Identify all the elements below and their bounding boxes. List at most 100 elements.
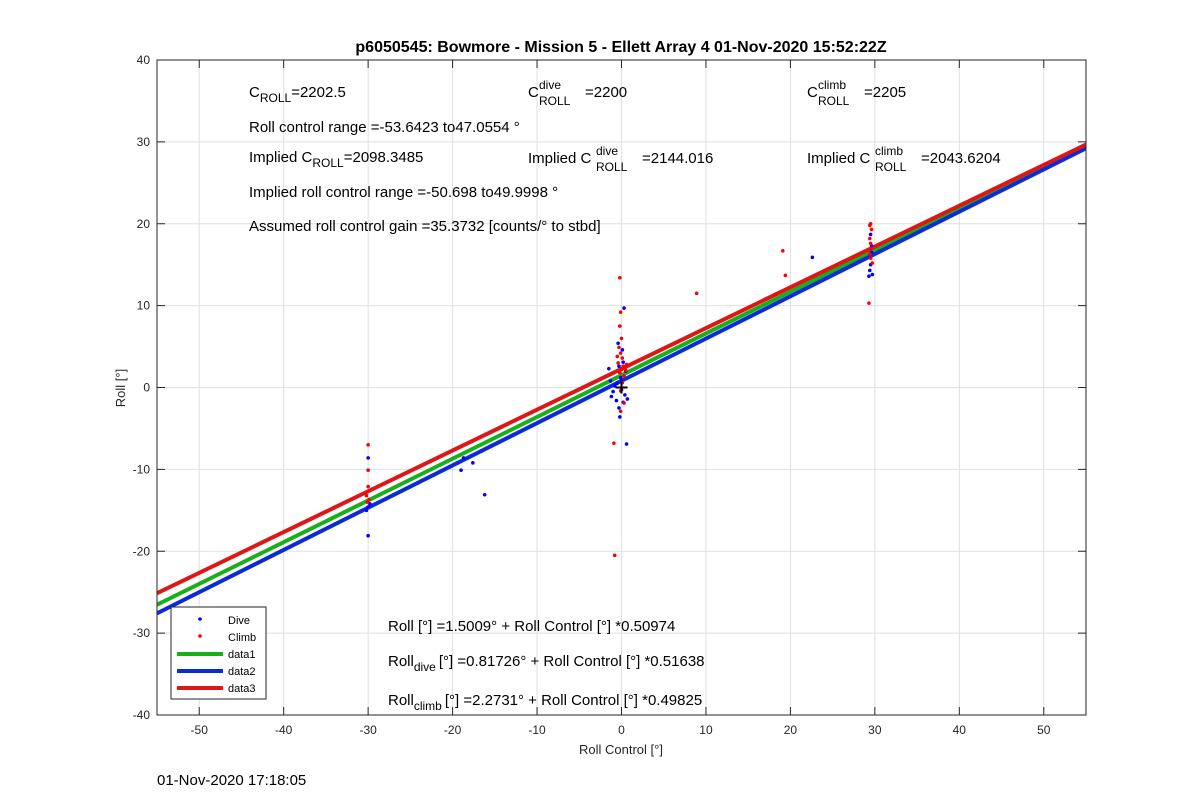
axis-ticks: -50 -40 -30 -20 -10 0 10 20 30 40 50 -40 -30 -20 -10 0 1… (133, 53, 1086, 737)
point-climb (618, 310, 623, 314)
point-dive (867, 274, 871, 278)
point-dive (609, 394, 614, 399)
y-tick-label: 40 (137, 53, 151, 67)
implied-c-roll: Implied CROLL=2098.3485 (249, 149, 423, 170)
point-climb (612, 553, 617, 558)
point-climb (868, 241, 873, 246)
c-roll-climb-value: =2205 (864, 84, 906, 101)
x-tick-label: 50 (1037, 723, 1051, 737)
point-dive (622, 306, 626, 310)
point-dive (618, 415, 622, 419)
x-tick-label: 30 (868, 723, 882, 737)
point-climb (781, 248, 785, 253)
point-climb (622, 401, 626, 405)
c-roll-annotation: CROLL=2202.5 (249, 84, 346, 105)
implied-c-roll-climb-sup: climb (875, 144, 903, 158)
point-climb (618, 324, 622, 328)
point-climb (774, 292, 778, 296)
point-dive (614, 398, 619, 403)
fit-line-data1 (157, 143, 1086, 607)
roll-control-range: Roll control range =-53.6423 to47.0554 ° (249, 119, 520, 136)
point-climb (612, 441, 616, 445)
implied-c-roll-dive-sub: ROLL (596, 160, 628, 174)
legend-marker-dive (198, 617, 202, 621)
point-dive (615, 381, 620, 386)
x-tick-label: 10 (699, 723, 713, 737)
y-tick-label: -20 (133, 544, 151, 558)
axes-box (156, 59, 1087, 716)
point-climb (618, 409, 623, 414)
point-dive (868, 232, 873, 237)
point-climb (365, 500, 370, 504)
point-dive (461, 456, 466, 460)
point-dive (616, 341, 620, 346)
legend: Dive Climb data1 data2 data3 (170, 606, 267, 700)
chart-title: p6050545: Bowmore - Mission 5 - Ellett A… (355, 39, 886, 56)
point-climb (366, 468, 370, 472)
point-climb (618, 351, 623, 355)
c-roll-climb-sup: climb (818, 78, 846, 92)
y-tick-label: 20 (137, 217, 151, 231)
point-climb (783, 273, 788, 278)
y-tick-label: 30 (137, 135, 151, 149)
y-tick-label: 10 (137, 299, 151, 313)
point-climb (868, 256, 873, 260)
point-climb (869, 227, 874, 232)
point-climb (620, 356, 625, 360)
point-dive (364, 508, 369, 513)
point-dive (366, 456, 370, 460)
point-climb (364, 493, 369, 498)
origin-marker (615, 381, 628, 394)
point-dive (617, 406, 621, 410)
c-roll-dive-annotation: C (528, 84, 539, 101)
point-climb (867, 301, 871, 305)
footer-timestamp: 01-Nov-2020 17:18:05 (157, 772, 307, 789)
x-tick-label: -10 (528, 723, 546, 737)
x-tick-label: -30 (359, 723, 377, 737)
point-climb (618, 275, 622, 280)
fit-equation-climb: Rollclimb [°] =2.2731° + Roll Control [°]… (388, 692, 702, 713)
roll-control-gain: Assumed roll control gain =35.3732 [coun… (249, 218, 601, 235)
point-dive (471, 461, 475, 465)
legend-label-dive: Dive (228, 615, 250, 627)
point-dive (366, 505, 370, 509)
point-climb (621, 364, 625, 369)
point-climb (870, 261, 875, 265)
x-tick-label: 40 (953, 723, 967, 737)
point-climb (619, 336, 624, 341)
implied-c-roll-dive-value: =2144.016 (642, 150, 713, 167)
implied-c-roll-climb: Implied C (807, 150, 871, 167)
x-tick-label: 20 (784, 723, 798, 737)
legend-label-data1: data1 (228, 649, 256, 661)
point-climb (869, 246, 874, 251)
x-tick-label: -50 (191, 723, 209, 737)
legend-label-climb: Climb (228, 632, 256, 644)
point-dive (366, 533, 370, 538)
point-climb (867, 236, 872, 241)
point-dive (870, 272, 875, 277)
legend-label-data2: data2 (228, 666, 256, 678)
x-tick-label: -20 (444, 723, 462, 737)
point-dive (621, 360, 625, 364)
implied-c-roll-climb-value: =2043.6204 (921, 150, 1001, 167)
point-climb (623, 368, 628, 373)
data-points (364, 221, 875, 558)
y-tick-label: -40 (133, 708, 151, 722)
legend-marker-climb (198, 634, 202, 638)
point-dive (625, 397, 630, 401)
point-dive (607, 366, 611, 371)
implied-roll-range: Implied roll control range =-50.698 to49… (249, 184, 558, 201)
point-dive (623, 393, 627, 397)
point-climb (868, 221, 873, 226)
point-dive (620, 348, 625, 352)
y-axis-label: Roll [°] (113, 369, 128, 407)
c-roll-climb-annotation: C (807, 84, 818, 101)
c-roll-dive-sub: ROLL (539, 94, 571, 108)
implied-c-roll-climb-sub: ROLL (875, 160, 907, 174)
x-tick-label: 0 (618, 723, 625, 737)
point-climb (617, 345, 621, 350)
point-climb (867, 252, 872, 256)
point-dive (608, 379, 613, 383)
point-dive (482, 492, 487, 497)
